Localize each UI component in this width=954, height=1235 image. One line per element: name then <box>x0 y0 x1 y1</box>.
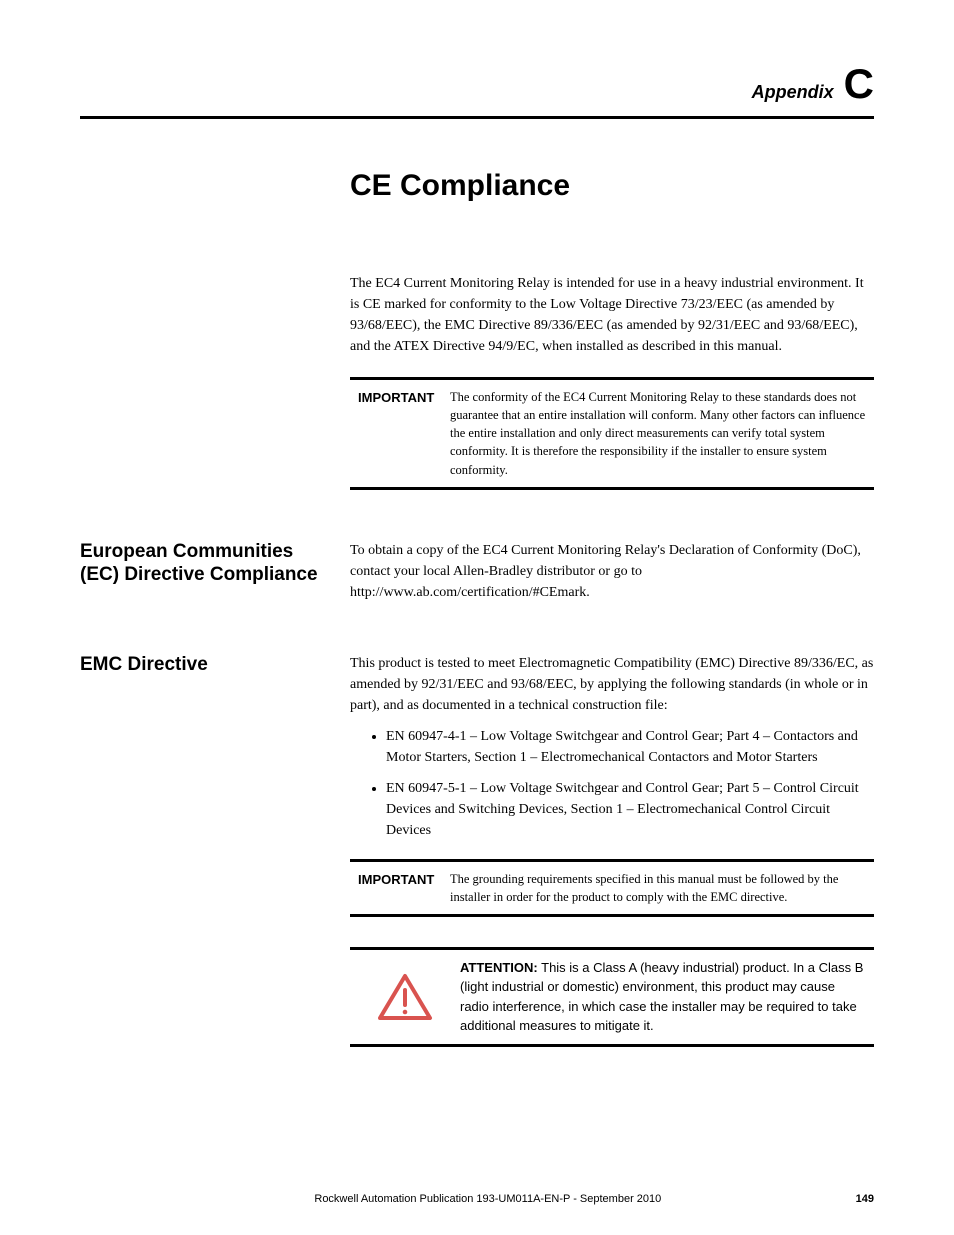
page-footer: Rockwell Automation Publication 193-UM01… <box>80 1193 874 1205</box>
intro-text: The EC4 Current Monitoring Relay is inte… <box>350 273 874 357</box>
footer-publication: Rockwell Automation Publication 193-UM01… <box>120 1193 856 1205</box>
section2-heading: EMC Directive <box>80 653 350 1047</box>
important-box-1: IMPORTANT The conformity of the EC4 Curr… <box>350 377 874 490</box>
appendix-label: Appendix <box>752 82 834 102</box>
bullet-item: EN 60947-5-1 – Low Voltage Switchgear an… <box>386 778 874 841</box>
important-label-1: IMPORTANT <box>350 388 450 479</box>
section2-body: This product is tested to meet Electroma… <box>350 653 874 1047</box>
warning-icon <box>350 972 460 1022</box>
section1-row: European Communities (EC) Directive Comp… <box>80 540 874 623</box>
section2-row: EMC Directive This product is tested to … <box>80 653 874 1047</box>
appendix-letter: C <box>844 60 874 107</box>
footer-page-number: 149 <box>856 1193 874 1205</box>
bullet-list: EN 60947-4-1 – Low Voltage Switchgear an… <box>386 726 874 841</box>
intro-row: The EC4 Current Monitoring Relay is inte… <box>80 273 874 510</box>
attention-label: ATTENTION: <box>460 960 538 975</box>
page-title: CE Compliance <box>350 169 874 203</box>
important-label-2: IMPORTANT <box>350 870 450 906</box>
attention-box: ATTENTION: This is a Class A (heavy indu… <box>350 947 874 1047</box>
page-header: Appendix C <box>80 60 874 119</box>
important-text-2: The grounding requirements specified in … <box>450 870 874 906</box>
intro-body: The EC4 Current Monitoring Relay is inte… <box>350 273 874 510</box>
section2-text: This product is tested to meet Electroma… <box>350 653 874 716</box>
attention-text: ATTENTION: This is a Class A (heavy indu… <box>460 958 874 1036</box>
important-box-2: IMPORTANT The grounding requirements spe… <box>350 859 874 917</box>
important-text-1: The conformity of the EC4 Current Monito… <box>450 388 874 479</box>
section1-text: To obtain a copy of the EC4 Current Moni… <box>350 540 874 603</box>
intro-side <box>80 273 350 510</box>
bullet-item: EN 60947-4-1 – Low Voltage Switchgear an… <box>386 726 874 768</box>
section1-heading: European Communities (EC) Directive Comp… <box>80 540 350 623</box>
section1-body: To obtain a copy of the EC4 Current Moni… <box>350 540 874 623</box>
